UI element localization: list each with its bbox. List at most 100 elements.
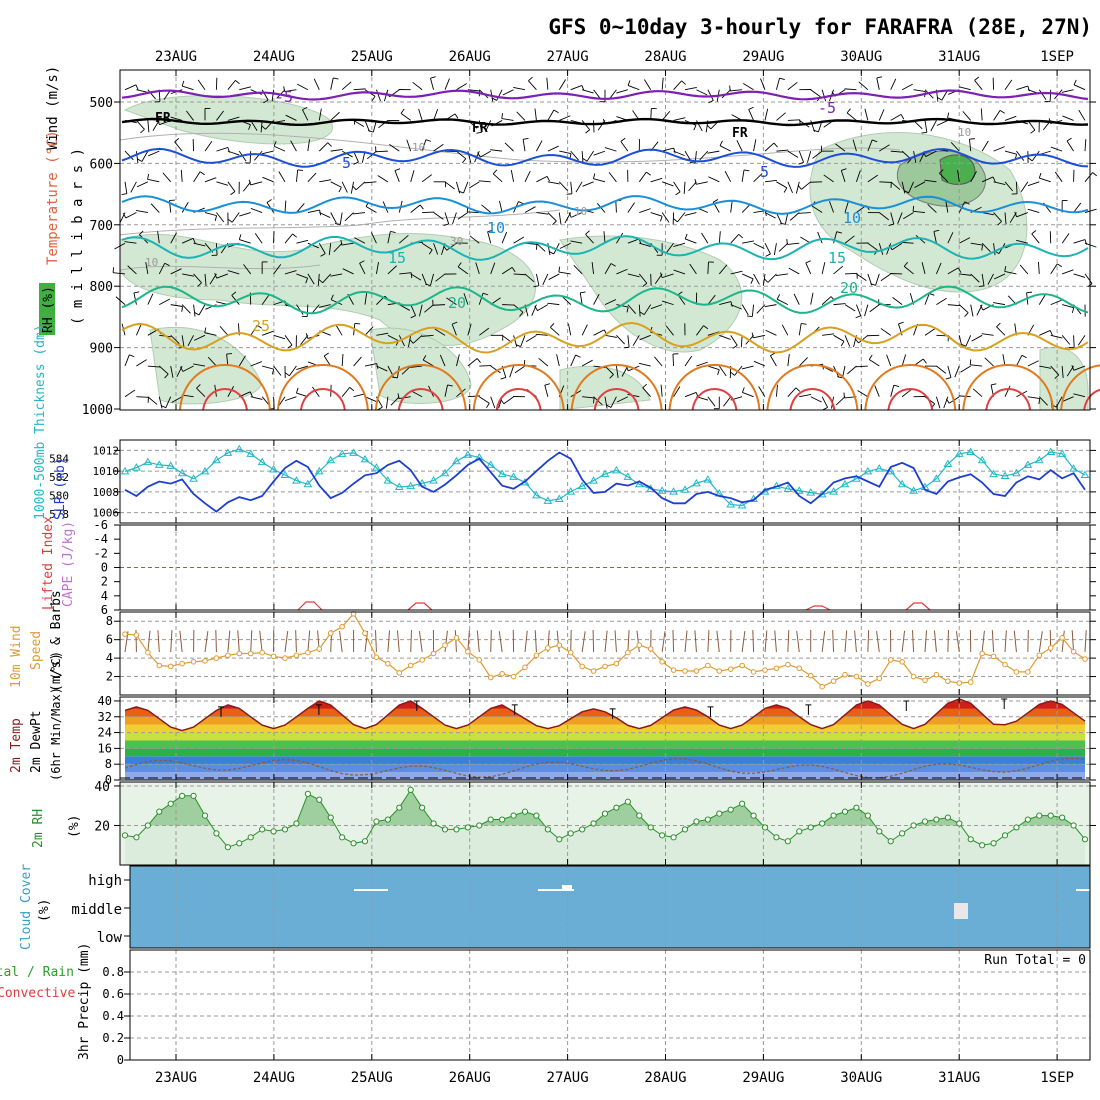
thickness-label: 1000-500mb Thickness (dm) xyxy=(33,324,48,520)
wind-barb-feather xyxy=(836,231,843,234)
wind-barb-feather xyxy=(593,397,595,404)
wind-barb xyxy=(290,140,297,152)
slp-line xyxy=(124,451,1086,513)
wind-barb xyxy=(514,365,526,374)
wind-barb-feather xyxy=(422,355,427,361)
wind-barb xyxy=(250,361,263,367)
wind-barb xyxy=(547,212,557,222)
wind-barb-feather xyxy=(352,185,357,191)
wind-barb-feather xyxy=(1071,307,1075,314)
temp2m-label-2: 2m DewPt xyxy=(29,710,44,773)
wind-barb xyxy=(452,212,457,225)
wind-barb xyxy=(616,268,628,275)
wind-barb-feather xyxy=(157,119,160,125)
wind-barb xyxy=(219,325,229,336)
cloud-gap xyxy=(354,889,388,891)
wind10-speed-point xyxy=(145,649,151,656)
wind-barb xyxy=(1031,233,1040,244)
rh2m-point xyxy=(1013,824,1020,831)
wind10-speed-point xyxy=(179,660,185,667)
wind-barb xyxy=(558,181,568,191)
wind-barb-feather xyxy=(623,346,630,349)
wind-barb-feather xyxy=(492,169,498,175)
wind-barb xyxy=(335,324,343,336)
wind-barb xyxy=(364,396,377,402)
wind-barb xyxy=(1062,304,1074,309)
wind10-speed-point xyxy=(602,663,608,670)
rh2m-point xyxy=(1036,812,1043,819)
wind-barb xyxy=(833,265,844,275)
isotherm-35 xyxy=(593,388,640,411)
max-marker xyxy=(315,704,322,715)
wind10-barb xyxy=(752,630,755,653)
wind10-speed-point xyxy=(293,652,300,659)
wind-barb xyxy=(158,263,166,275)
thickness-marker xyxy=(303,479,313,488)
wind-barb xyxy=(285,114,297,121)
wind-barb xyxy=(610,396,617,408)
top-date-label: 1SEP xyxy=(1040,49,1074,65)
wind10-barb xyxy=(1061,630,1065,653)
y-tick-label: 584 xyxy=(49,452,69,465)
wind-barb xyxy=(787,387,797,398)
wind-barb xyxy=(170,334,180,344)
wind-barb xyxy=(840,170,846,182)
wind10-barb xyxy=(147,630,151,653)
wind-barb xyxy=(467,358,478,367)
wind-barb xyxy=(520,335,526,347)
temp-band xyxy=(125,732,1085,741)
wind-barb xyxy=(627,238,640,244)
rh2m-area-high xyxy=(147,789,1074,826)
wind10-speed-point xyxy=(510,673,517,680)
rh2m-point xyxy=(224,844,231,851)
wind10-speed-point xyxy=(636,642,643,649)
wind-barb xyxy=(135,209,148,213)
rh2m-point xyxy=(704,816,711,823)
temp2m-label-3: (6hr Min/Max) (°C) xyxy=(49,651,63,781)
rh2m-point xyxy=(510,812,517,819)
max-marker xyxy=(805,704,812,715)
wind-barb xyxy=(536,140,543,152)
wind-barb xyxy=(558,79,567,90)
wind-barb-feather xyxy=(425,139,432,142)
thickness-marker xyxy=(1000,471,1010,479)
wind-barb xyxy=(847,365,857,375)
wind-barb xyxy=(921,262,926,275)
wind-barb xyxy=(1002,354,1006,367)
wind-barb xyxy=(421,139,427,152)
wind-barb xyxy=(1004,270,1017,275)
wind-barb xyxy=(385,396,389,409)
y-tick-label: 32 xyxy=(98,710,112,724)
wind-barb xyxy=(159,298,171,306)
wind10-speed-point xyxy=(990,653,997,660)
bottom-date-label: 28AUG xyxy=(644,1070,686,1086)
wind-barb xyxy=(170,304,183,307)
wind-barb xyxy=(627,202,635,213)
rh2m-point xyxy=(407,786,414,794)
contour-label: 20 xyxy=(448,294,466,312)
wind-barb xyxy=(864,108,869,121)
wind-barb xyxy=(741,365,754,370)
thickness-marker xyxy=(497,469,507,478)
temp-band xyxy=(125,740,1085,749)
wind-barb xyxy=(627,393,640,398)
wind-barb xyxy=(764,142,775,152)
wind-barb xyxy=(1039,177,1051,183)
wind-barb xyxy=(271,89,275,102)
wind-barb xyxy=(124,389,136,398)
wind-barb xyxy=(795,181,800,194)
wind-barb-feather xyxy=(330,294,334,300)
wind-barb-feather xyxy=(1027,157,1033,162)
wind-barb-feather xyxy=(708,100,714,104)
wind-barb xyxy=(939,173,949,183)
wind10-speed-point xyxy=(453,635,460,641)
wind-barb xyxy=(638,273,648,284)
wind-barb xyxy=(835,396,846,406)
wind-barb-feather xyxy=(730,301,733,307)
wind-barb xyxy=(421,273,428,286)
isotherm-35 xyxy=(299,388,346,411)
wind10-barb xyxy=(787,630,790,653)
wind-barb xyxy=(330,273,343,277)
wind-barb xyxy=(353,212,366,215)
wind-barb-feather xyxy=(353,161,359,165)
